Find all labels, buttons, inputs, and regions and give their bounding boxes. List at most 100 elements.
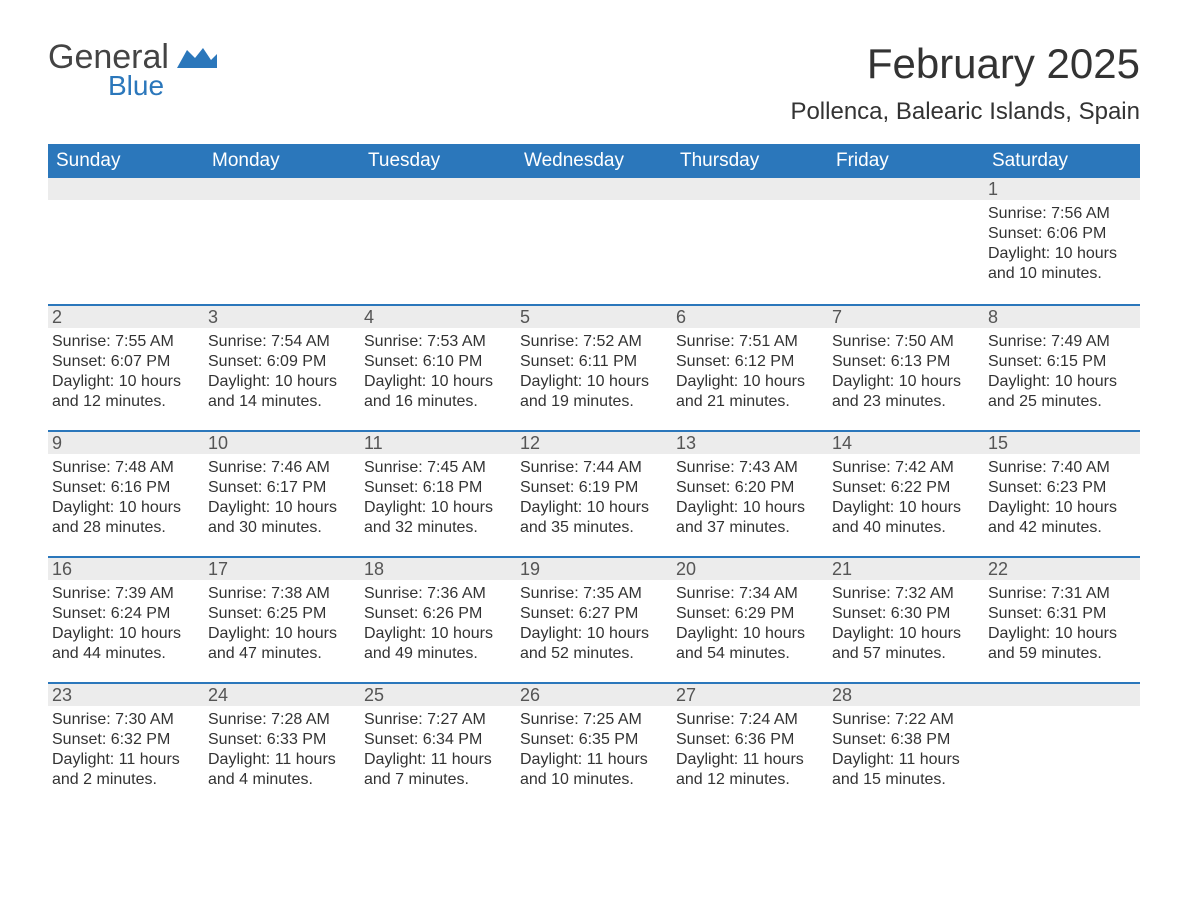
calendar-cell: 5Sunrise: 7:52 AMSunset: 6:11 PMDaylight… (516, 306, 672, 430)
sunset-text: Sunset: 6:18 PM (364, 478, 512, 498)
daylight-text: Daylight: 10 hours and 47 minutes. (208, 624, 356, 664)
daynum-row (516, 178, 672, 200)
sunrise-text: Sunrise: 7:48 AM (52, 458, 200, 478)
sunset-text: Sunset: 6:09 PM (208, 352, 356, 372)
sunrise-text: Sunrise: 7:34 AM (676, 584, 824, 604)
cell-body: Sunrise: 7:38 AMSunset: 6:25 PMDaylight:… (204, 580, 360, 674)
cell-body: Sunrise: 7:45 AMSunset: 6:18 PMDaylight:… (360, 454, 516, 548)
calendar-cell (828, 178, 984, 304)
day-number: 25 (364, 685, 384, 706)
sunrise-text: Sunrise: 7:45 AM (364, 458, 512, 478)
cell-body (360, 200, 516, 214)
sunrise-text: Sunrise: 7:25 AM (520, 710, 668, 730)
calendar-cell: 26Sunrise: 7:25 AMSunset: 6:35 PMDayligh… (516, 684, 672, 808)
sunrise-text: Sunrise: 7:46 AM (208, 458, 356, 478)
daylight-text: Daylight: 10 hours and 37 minutes. (676, 498, 824, 538)
day-number: 14 (832, 433, 852, 454)
calendar-cell: 14Sunrise: 7:42 AMSunset: 6:22 PMDayligh… (828, 432, 984, 556)
daylight-text: Daylight: 10 hours and 40 minutes. (832, 498, 980, 538)
sunrise-text: Sunrise: 7:22 AM (832, 710, 980, 730)
location: Pollenca, Balearic Islands, Spain (790, 98, 1140, 126)
sunset-text: Sunset: 6:17 PM (208, 478, 356, 498)
cell-body: Sunrise: 7:32 AMSunset: 6:30 PMDaylight:… (828, 580, 984, 674)
cell-body: Sunrise: 7:24 AMSunset: 6:36 PMDaylight:… (672, 706, 828, 800)
sunset-text: Sunset: 6:23 PM (988, 478, 1136, 498)
sunrise-text: Sunrise: 7:39 AM (52, 584, 200, 604)
sunrise-text: Sunrise: 7:30 AM (52, 710, 200, 730)
daynum-row: 28 (828, 684, 984, 706)
calendar-cell: 21Sunrise: 7:32 AMSunset: 6:30 PMDayligh… (828, 558, 984, 682)
day-header-saturday: Saturday (984, 144, 1140, 178)
daylight-text: Daylight: 11 hours and 15 minutes. (832, 750, 980, 790)
calendar-cell: 18Sunrise: 7:36 AMSunset: 6:26 PMDayligh… (360, 558, 516, 682)
day-number: 22 (988, 559, 1008, 580)
daynum-row: 16 (48, 558, 204, 580)
daylight-text: Daylight: 10 hours and 16 minutes. (364, 372, 512, 412)
day-number: 15 (988, 433, 1008, 454)
daylight-text: Daylight: 10 hours and 14 minutes. (208, 372, 356, 412)
cell-body: Sunrise: 7:28 AMSunset: 6:33 PMDaylight:… (204, 706, 360, 800)
daynum-row: 20 (672, 558, 828, 580)
daynum-row (984, 684, 1140, 706)
calendar-cell: 25Sunrise: 7:27 AMSunset: 6:34 PMDayligh… (360, 684, 516, 808)
sunrise-text: Sunrise: 7:28 AM (208, 710, 356, 730)
calendar-cell: 1Sunrise: 7:56 AMSunset: 6:06 PMDaylight… (984, 178, 1140, 304)
cell-body: Sunrise: 7:27 AMSunset: 6:34 PMDaylight:… (360, 706, 516, 800)
cell-body (828, 200, 984, 214)
cell-body (516, 200, 672, 214)
calendar-cell: 27Sunrise: 7:24 AMSunset: 6:36 PMDayligh… (672, 684, 828, 808)
day-number: 10 (208, 433, 228, 454)
sunrise-text: Sunrise: 7:52 AM (520, 332, 668, 352)
daylight-text: Daylight: 10 hours and 49 minutes. (364, 624, 512, 664)
sunset-text: Sunset: 6:31 PM (988, 604, 1136, 624)
day-number: 16 (52, 559, 72, 580)
day-number: 12 (520, 433, 540, 454)
daynum-row: 8 (984, 306, 1140, 328)
weeks-container: 1Sunrise: 7:56 AMSunset: 6:06 PMDaylight… (48, 178, 1140, 808)
calendar-cell: 15Sunrise: 7:40 AMSunset: 6:23 PMDayligh… (984, 432, 1140, 556)
calendar-cell: 13Sunrise: 7:43 AMSunset: 6:20 PMDayligh… (672, 432, 828, 556)
calendar-cell: 17Sunrise: 7:38 AMSunset: 6:25 PMDayligh… (204, 558, 360, 682)
daynum-row: 27 (672, 684, 828, 706)
sunset-text: Sunset: 6:33 PM (208, 730, 356, 750)
cell-body: Sunrise: 7:43 AMSunset: 6:20 PMDaylight:… (672, 454, 828, 548)
daynum-row: 5 (516, 306, 672, 328)
sunset-text: Sunset: 6:19 PM (520, 478, 668, 498)
cell-body: Sunrise: 7:22 AMSunset: 6:38 PMDaylight:… (828, 706, 984, 800)
sunset-text: Sunset: 6:35 PM (520, 730, 668, 750)
cell-body: Sunrise: 7:35 AMSunset: 6:27 PMDaylight:… (516, 580, 672, 674)
calendar-cell: 6Sunrise: 7:51 AMSunset: 6:12 PMDaylight… (672, 306, 828, 430)
calendar-cell: 20Sunrise: 7:34 AMSunset: 6:29 PMDayligh… (672, 558, 828, 682)
sunrise-text: Sunrise: 7:24 AM (676, 710, 824, 730)
sunset-text: Sunset: 6:12 PM (676, 352, 824, 372)
cell-body (672, 200, 828, 214)
daylight-text: Daylight: 11 hours and 7 minutes. (364, 750, 512, 790)
daylight-text: Daylight: 10 hours and 25 minutes. (988, 372, 1136, 412)
day-header-wednesday: Wednesday (516, 144, 672, 178)
daynum-row (672, 178, 828, 200)
daylight-text: Daylight: 10 hours and 19 minutes. (520, 372, 668, 412)
day-number: 9 (52, 433, 62, 454)
sunrise-text: Sunrise: 7:35 AM (520, 584, 668, 604)
calendar-cell: 3Sunrise: 7:54 AMSunset: 6:09 PMDaylight… (204, 306, 360, 430)
day-number: 26 (520, 685, 540, 706)
daynum-row: 22 (984, 558, 1140, 580)
day-number: 6 (676, 307, 686, 328)
day-number: 8 (988, 307, 998, 328)
daynum-row: 15 (984, 432, 1140, 454)
sunrise-text: Sunrise: 7:43 AM (676, 458, 824, 478)
cell-body: Sunrise: 7:46 AMSunset: 6:17 PMDaylight:… (204, 454, 360, 548)
daynum-row: 18 (360, 558, 516, 580)
daylight-text: Daylight: 10 hours and 21 minutes. (676, 372, 824, 412)
day-header-row: Sunday Monday Tuesday Wednesday Thursday… (48, 144, 1140, 178)
daylight-text: Daylight: 11 hours and 4 minutes. (208, 750, 356, 790)
cell-body: Sunrise: 7:44 AMSunset: 6:19 PMDaylight:… (516, 454, 672, 548)
daylight-text: Daylight: 11 hours and 12 minutes. (676, 750, 824, 790)
sunset-text: Sunset: 6:25 PM (208, 604, 356, 624)
sunset-text: Sunset: 6:24 PM (52, 604, 200, 624)
calendar-cell: 2Sunrise: 7:55 AMSunset: 6:07 PMDaylight… (48, 306, 204, 430)
calendar-cell (516, 178, 672, 304)
header: General Blue February 2025 Pollenca, Bal… (48, 40, 1140, 126)
sunset-text: Sunset: 6:06 PM (988, 224, 1136, 244)
sunrise-text: Sunrise: 7:27 AM (364, 710, 512, 730)
